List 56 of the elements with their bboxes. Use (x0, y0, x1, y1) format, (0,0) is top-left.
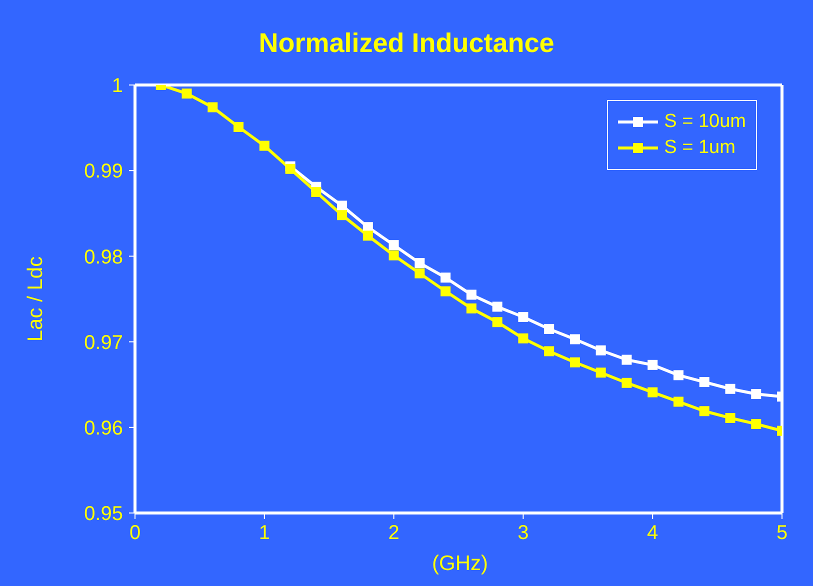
x-axis-title: (GHz) (432, 552, 488, 576)
point (440, 286, 451, 296)
point (544, 324, 554, 334)
x-tick-label: 2 (388, 522, 400, 544)
point (414, 268, 425, 278)
point (234, 122, 244, 132)
point (751, 389, 762, 400)
x-tick-label: 3 (518, 522, 529, 544)
point (492, 317, 502, 328)
point (751, 418, 762, 429)
legend-label: S = 10um (664, 111, 746, 133)
point (518, 312, 528, 322)
point (699, 406, 710, 416)
point (725, 384, 736, 394)
point (466, 290, 476, 300)
point (570, 357, 580, 368)
y-tick-label: 1 (112, 75, 123, 98)
x-tick-label: 0 (129, 522, 141, 544)
point (648, 387, 658, 398)
point (259, 140, 270, 151)
point (699, 377, 710, 388)
point (622, 354, 632, 365)
point (337, 210, 348, 220)
chart-title: Normalized Inductance (258, 28, 556, 59)
point (492, 302, 502, 312)
x-tick-label: 1 (258, 522, 270, 544)
point (673, 370, 684, 380)
point (440, 272, 451, 283)
y-tick-label: 0.99 (84, 160, 123, 183)
point (596, 345, 606, 356)
point (518, 333, 528, 344)
point (285, 164, 296, 174)
x-tick-label: 5 (776, 522, 788, 544)
y-tick-label: 0.95 (84, 503, 123, 526)
point (596, 368, 606, 378)
point (544, 346, 554, 356)
point (182, 88, 192, 99)
point (362, 230, 373, 241)
y-tick-label: 0.97 (84, 332, 123, 354)
point (673, 396, 684, 407)
x-tick-label: 4 (647, 522, 658, 544)
point (337, 200, 348, 211)
point (311, 187, 322, 197)
point (622, 378, 632, 388)
point (725, 412, 736, 423)
y-tick-label: 0.96 (84, 418, 123, 440)
y-tick-label: 0.98 (84, 246, 123, 268)
point (414, 258, 425, 268)
point (388, 240, 399, 250)
y-axis-title: Lac / Ldc (24, 256, 48, 342)
point (570, 334, 580, 344)
point (466, 303, 476, 314)
point (648, 360, 658, 370)
point (208, 102, 218, 112)
point (388, 250, 399, 260)
legend-label: S = 1um (664, 137, 736, 159)
